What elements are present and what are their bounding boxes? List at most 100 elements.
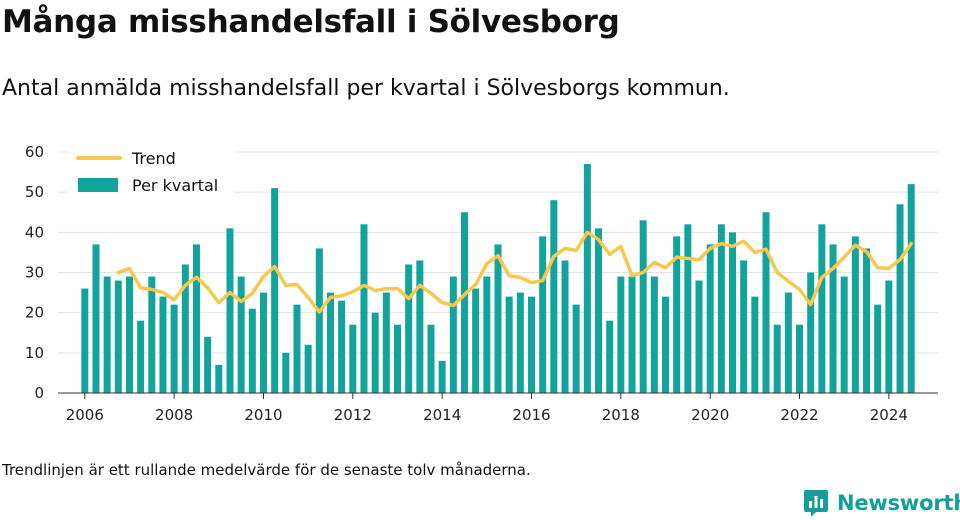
axes: 0 10 20 30 40 50 60 2006 2008 2010 2012 2014 2016 201… <box>25 143 938 424</box>
bar-quarter <box>829 244 837 393</box>
bar-quarter <box>293 304 301 393</box>
legend: Trend Per kvartal <box>68 146 234 202</box>
bar-quarter <box>505 296 513 393</box>
bar-quarter <box>650 276 658 393</box>
bar-quarter <box>137 320 145 393</box>
bar-quarter <box>595 228 603 393</box>
bar-quarter <box>796 324 804 393</box>
chart-subtitle: Antal anmälda misshandelsfall per kvarta… <box>2 76 730 101</box>
bar-quarter <box>561 260 569 393</box>
bar-quarter <box>773 324 781 393</box>
trend-series <box>116 230 913 314</box>
y-tick-label: 30 <box>25 264 44 282</box>
footnote: Trendlinjen är ett rullande medelvärde f… <box>2 461 531 479</box>
bar-quarter <box>170 304 178 393</box>
bar-quarter <box>572 304 580 393</box>
bar-quarter <box>92 244 100 393</box>
bar-quarter <box>483 276 491 393</box>
bar-quarter <box>494 244 502 393</box>
x-tick-label: 2020 <box>691 406 729 424</box>
bar-quarter <box>159 296 167 393</box>
bar-quarter <box>461 212 468 393</box>
legend-bar-swatch <box>78 178 118 192</box>
x-tick-label: 2016 <box>512 406 550 424</box>
bar-quarter <box>695 280 703 393</box>
bar-quarter <box>628 276 636 393</box>
bar-quarter <box>226 228 234 393</box>
bar-quarter <box>181 264 189 393</box>
bar-quarter <box>684 224 692 393</box>
x-tick-label: 2014 <box>423 406 461 424</box>
bar-quarter <box>349 324 357 393</box>
bar-quarter <box>673 236 681 393</box>
bar-chart-speech-bubble-icon <box>804 490 828 517</box>
bar-quarter <box>237 276 245 393</box>
bar-quarter <box>762 212 770 393</box>
x-tick-label: 2008 <box>155 406 193 424</box>
bar-quarter <box>729 232 737 393</box>
bar-quarter <box>583 164 591 393</box>
x-tick-label: 2018 <box>602 406 640 424</box>
y-tick-label: 50 <box>25 183 44 201</box>
bar-quarter <box>606 320 614 393</box>
legend-background <box>68 146 234 202</box>
bar-quarter <box>215 364 223 393</box>
bar-quarter <box>740 260 748 393</box>
bar-quarter <box>427 324 435 393</box>
bar-quarter <box>528 296 535 393</box>
bar-quarter <box>896 204 904 393</box>
bar-quarter <box>639 220 647 393</box>
bar-quarter <box>863 248 871 393</box>
bar-quarter <box>192 244 200 393</box>
bar-quarter <box>818 224 826 393</box>
bar-quarter <box>382 292 390 393</box>
bar-quarter <box>282 352 290 393</box>
bar-quarter <box>472 288 480 393</box>
bar-quarter <box>304 344 312 393</box>
bar-quarter <box>338 300 346 393</box>
bar-quarter <box>706 244 714 393</box>
bar-quarter <box>405 264 413 393</box>
bar-quarter <box>784 292 792 393</box>
legend-trend-label: Trend <box>131 149 176 168</box>
bar-quarter <box>393 324 401 393</box>
bar-quarter <box>114 280 122 393</box>
chart-title: Många misshandelsfall i Sölvesborg <box>2 4 620 40</box>
y-tick-label: 40 <box>25 223 44 241</box>
bar-quarter <box>360 224 368 393</box>
brand-logo: Newsworthy <box>803 488 960 518</box>
bar-quarter <box>840 276 848 393</box>
bar-quarter <box>617 276 625 393</box>
y-tick-label: 60 <box>25 143 44 161</box>
bar-quarter <box>851 236 859 393</box>
brand-name: Newsworthy <box>837 491 960 515</box>
bar-quarter <box>438 360 446 393</box>
bar-quarter <box>550 200 558 393</box>
bar-quarter <box>259 292 267 393</box>
bar-quarter <box>103 276 111 393</box>
bar-quarter <box>449 276 457 393</box>
bar-quarter <box>326 292 334 393</box>
y-tick-label: 10 <box>25 344 44 362</box>
trend-line <box>116 230 913 314</box>
bar-series <box>81 164 915 393</box>
bar-quarter <box>717 224 725 393</box>
bar-quarter <box>371 312 379 393</box>
bar-quarter <box>874 304 882 393</box>
bar-quarter <box>539 236 547 393</box>
bar-quarter <box>416 260 424 393</box>
x-tick-label: 2010 <box>244 406 282 424</box>
quarterly-assault-chart: 0 10 20 30 40 50 60 2006 2008 2010 2012 2014 2016 201… <box>25 143 938 424</box>
bar-quarter <box>885 280 893 393</box>
bar-quarter <box>315 248 323 393</box>
bar-quarter <box>662 296 670 393</box>
bar-quarter <box>148 276 156 393</box>
x-tick-label: 2006 <box>66 406 104 424</box>
bar-quarter <box>751 296 759 393</box>
bar-quarter <box>204 336 212 393</box>
bar-quarter <box>271 188 279 393</box>
bar-quarter <box>248 308 256 393</box>
x-tick-label: 2024 <box>870 406 908 424</box>
legend-bar-label: Per kvartal <box>132 176 218 195</box>
x-tick-label: 2012 <box>334 406 372 424</box>
